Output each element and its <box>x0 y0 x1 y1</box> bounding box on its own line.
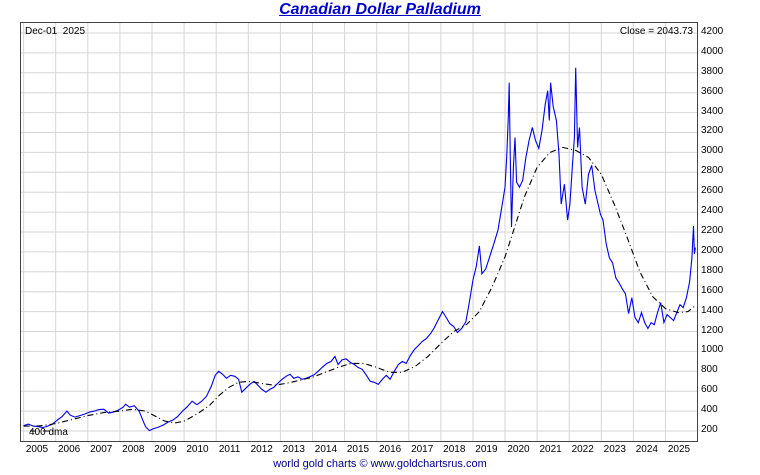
y-tick-label: 200 <box>701 424 718 436</box>
legend-400dma: 400 dma <box>29 427 68 438</box>
dash-dot-line-icon <box>30 430 56 432</box>
y-tick-label: 1000 <box>701 344 724 356</box>
x-tick-label: 2006 <box>57 444 81 455</box>
y-tick-label: 3000 <box>701 145 724 157</box>
x-tick-label: 2020 <box>507 444 530 455</box>
y-tick-label: 1400 <box>701 304 724 316</box>
x-tick-label: 2015 <box>346 444 370 455</box>
page-title: Canadian Dollar Palladium <box>279 1 481 18</box>
x-tick-label: 2021 <box>539 444 562 455</box>
legend-label: 400 dma <box>29 427 68 438</box>
price-line <box>23 67 696 432</box>
x-tick-label: 2024 <box>635 444 658 455</box>
x-tick-label: 2016 <box>378 444 402 455</box>
y-tick-label: 2200 <box>701 225 724 236</box>
x-tick-label: 2022 <box>571 444 594 455</box>
date-label: Dec-01 2025 <box>25 26 86 37</box>
close-value-label: Close = 2043.73 <box>619 26 693 37</box>
x-tick-label: 2010 <box>186 444 209 455</box>
y-tick-label: 4200 <box>701 25 724 37</box>
footer-credit: world gold charts © www.goldchartsrus.co… <box>273 458 487 470</box>
y-tick-label: 2400 <box>701 205 724 217</box>
y-tick-label: 2000 <box>701 244 724 256</box>
y-tick-label: 1600 <box>701 284 724 296</box>
dma-line <box>23 146 696 427</box>
x-tick-label: 2017 <box>411 444 434 455</box>
y-tick-label: 1200 <box>701 324 724 336</box>
x-tick-label: 2009 <box>154 444 177 455</box>
x-tick-label: 2012 <box>250 444 273 455</box>
plot-frame: Dec-01 2025 Close = 2043.73 400 dma <box>20 22 698 442</box>
x-tick-label: 2014 <box>314 444 338 455</box>
y-tick-label: 2800 <box>701 165 724 177</box>
y-tick-label: 400 <box>701 404 718 416</box>
x-tick-label: 2005 <box>25 444 49 455</box>
y-tick-label: 600 <box>701 384 718 396</box>
y-tick-label: 3800 <box>701 65 724 77</box>
y-tick-label: 1800 <box>701 264 724 276</box>
y-tick-label: 2600 <box>701 185 724 197</box>
x-tick-label: 2018 <box>443 444 466 455</box>
x-tick-label: 2008 <box>122 444 145 455</box>
x-tick-label: 2011 <box>218 444 241 455</box>
x-tick-label: 2013 <box>282 444 305 455</box>
x-tick-label: 2007 <box>90 444 113 455</box>
plot-svg <box>21 23 697 441</box>
y-tick-label: 4000 <box>701 45 724 57</box>
y-tick-label: 800 <box>701 364 718 376</box>
x-tick-label: 2019 <box>475 444 498 455</box>
x-tick-label: 2025 <box>667 444 691 455</box>
x-tick-label: 2023 <box>603 444 626 455</box>
y-tick-label: 3400 <box>701 105 724 117</box>
y-tick-label: 3200 <box>701 125 724 137</box>
y-tick-label: 3600 <box>701 85 724 97</box>
